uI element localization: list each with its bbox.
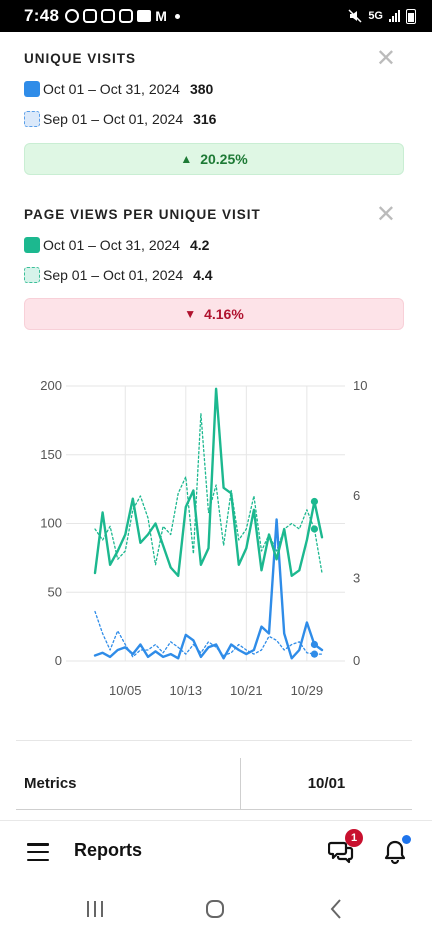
y-left-tick-label: 50 <box>48 584 62 599</box>
page-views-change: 4.16% <box>204 306 244 322</box>
previous-period-swatch <box>24 267 40 283</box>
data-point-marker <box>310 650 319 658</box>
status-time: 7:48 <box>24 6 60 25</box>
page-views-section: PAGE VIEWS PER UNIQUE VISIT ✕ Oct 01 – O… <box>24 203 404 283</box>
screen-record-icon <box>65 9 80 23</box>
instagram-icon <box>83 9 98 23</box>
battery-icon <box>406 8 416 24</box>
more-notifications-dot <box>174 13 180 19</box>
legend-row-previous: Sep 01 – Oct 01, 2024 316 <box>24 111 404 127</box>
instagram-icon <box>101 9 116 23</box>
page-views-change-badge: ▼ 4.16% <box>24 298 404 330</box>
previous-range: Sep 01 – Oct 01, 2024 <box>43 111 184 127</box>
close-icon[interactable]: ✕ <box>375 201 396 228</box>
bell-icon[interactable] <box>382 839 408 865</box>
5g-icon: 5G <box>368 10 383 22</box>
reports-title: Reports <box>74 840 143 860</box>
down-arrow-icon: ▼ <box>184 307 197 321</box>
signal-icon <box>389 10 400 22</box>
unique-visits-title: UNIQUE VISITS <box>24 51 137 66</box>
menu-icon[interactable] <box>27 843 49 861</box>
legend-row-previous: Sep 01 – Oct 01, 2024 4.4 <box>24 267 404 283</box>
current-period-swatch <box>24 237 40 253</box>
data-point-marker <box>310 525 319 533</box>
y-left-tick-label: 150 <box>40 447 62 462</box>
current-range: Oct 01 – Oct 31, 2024 <box>43 81 180 97</box>
current-value: 380 <box>189 81 214 97</box>
bottom-app-bar: Reports 1 <box>0 820 432 882</box>
notification-icons: M <box>65 9 180 23</box>
unique-visits-current-line <box>93 518 324 660</box>
metrics-header-label: Metrics <box>16 758 241 809</box>
up-arrow-icon: ▲ <box>180 152 193 166</box>
notification-dot <box>402 835 411 844</box>
metrics-table-header: Metrics 10/01 <box>16 758 412 810</box>
gmail-icon: M <box>155 8 167 24</box>
recent-apps-icon[interactable] <box>80 896 110 922</box>
system-icons: 5G <box>348 8 416 24</box>
y-right-tick-label: 6 <box>353 488 360 503</box>
current-range: Oct 01 – Oct 31, 2024 <box>43 237 180 253</box>
unique-visits-change-badge: ▲ 20.25% <box>24 143 404 175</box>
metrics-header-date: 10/01 <box>307 775 346 792</box>
y-left-tick-label: 100 <box>40 516 62 531</box>
previous-period-swatch <box>24 111 40 127</box>
chat-icon[interactable] <box>328 839 354 865</box>
comparison-line-chart: 0 50 100 150 200 0 3 6 10 10/05 10/13 10/21 10/29 <box>40 378 367 698</box>
unique-visits-previous-line <box>94 610 323 658</box>
folder-icon <box>137 10 152 22</box>
y-left-tick-label: 0 <box>55 653 62 668</box>
legend-row-current: Oct 01 – Oct 31, 2024 4.2 <box>24 237 404 253</box>
data-point-marker <box>310 497 319 506</box>
y-right-tick-label: 0 <box>353 653 360 668</box>
current-value: 4.2 <box>189 237 210 253</box>
mute-icon <box>348 9 362 23</box>
current-period-swatch <box>24 81 40 97</box>
x-tick-label: 10/21 <box>230 683 263 698</box>
unique-visits-change: 20.25% <box>200 151 248 167</box>
back-icon[interactable] <box>322 896 352 922</box>
previous-range: Sep 01 – Oct 01, 2024 <box>43 267 184 283</box>
unique-visits-section: UNIQUE VISITS ✕ Oct 01 – Oct 31, 2024 38… <box>24 47 404 127</box>
previous-value: 316 <box>193 111 217 127</box>
page-views-current-line <box>93 387 324 578</box>
instagram-icon <box>119 9 134 23</box>
close-icon[interactable]: ✕ <box>375 45 396 72</box>
x-tick-label: 10/13 <box>170 683 203 698</box>
page-views-title: PAGE VIEWS PER UNIQUE VISIT <box>24 207 261 222</box>
status-bar: 7:48 M 5G <box>0 0 432 32</box>
legend-row-current: Oct 01 – Oct 31, 2024 380 <box>24 81 404 97</box>
previous-value: 4.4 <box>193 267 213 283</box>
chat-badge: 1 <box>345 829 363 847</box>
y-left-tick-label: 200 <box>40 378 62 393</box>
home-icon[interactable] <box>200 896 230 922</box>
x-tick-label: 10/29 <box>291 683 324 698</box>
y-right-tick-label: 3 <box>353 571 360 586</box>
y-right-tick-label: 10 <box>353 378 367 393</box>
android-nav-bar <box>0 882 432 936</box>
table-divider <box>16 740 412 741</box>
data-point-marker <box>310 640 319 649</box>
x-tick-label: 10/05 <box>109 683 142 698</box>
